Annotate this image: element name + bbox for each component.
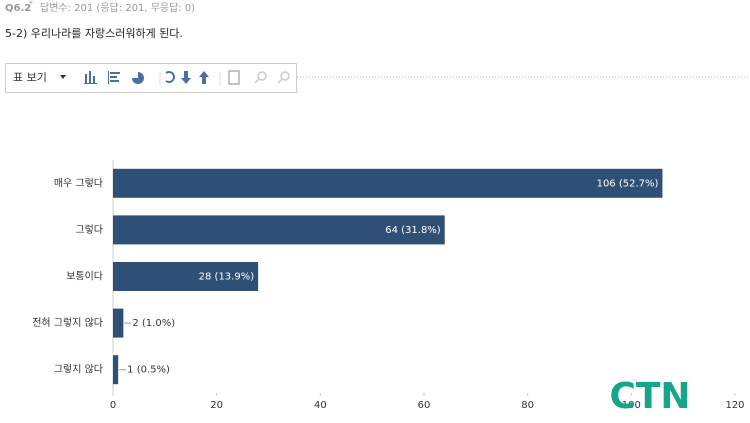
- x-tick-label: 100: [622, 400, 641, 411]
- x-tick-label: 60: [418, 400, 431, 411]
- y-tick-label: 전혀 그렇지 않다: [32, 316, 103, 329]
- x-tick-label: 120: [725, 400, 744, 411]
- y-tick-label: 그렇지 않다: [54, 363, 103, 376]
- value-label: 2 (1.0%): [132, 318, 175, 329]
- question-no: Q6.2: [5, 3, 31, 14]
- bar: [113, 308, 124, 338]
- value-label: 28 (13.9%): [199, 272, 255, 283]
- y-tick-label: 보통이다: [66, 271, 103, 283]
- x-tick-label: 40: [314, 400, 327, 411]
- zoom-icons[interactable]: [254, 71, 290, 84]
- x-tick-label: 80: [521, 400, 534, 411]
- value-label: 1 (0.5%): [127, 365, 170, 376]
- question: 5-2) 우리나라를 자랑스러워하게 된다.: [5, 26, 183, 40]
- view-table-button[interactable]: 표 보기: [13, 71, 47, 84]
- value-label: 106 (52.7%): [597, 178, 659, 189]
- bar: [113, 215, 445, 245]
- bar: [113, 262, 259, 291]
- value-label: 64 (31.8%): [385, 225, 441, 236]
- toolbar: [5, 63, 297, 93]
- y-tick-label: 그렇다: [75, 223, 103, 236]
- dropdown-arrow[interactable]: [60, 75, 66, 79]
- y-tick-label: 매우 그렇다: [54, 176, 103, 189]
- bar: [113, 168, 663, 198]
- watermark: CTN: [609, 376, 690, 417]
- plot: 0 20 40 60 80 100 120 매우 그렇다 106 (52.7%) 그렇다 64 (3…: [32, 168, 745, 411]
- bar: [113, 355, 119, 385]
- toolbar-icons[interactable]: [84, 70, 240, 85]
- x-tick-label: 20: [210, 400, 223, 411]
- answer-count: 답변수: 201 (응답: 201, 무응답: 0): [40, 2, 195, 14]
- required-mark: *: [29, 0, 33, 9]
- x-tick-label: 0: [110, 400, 116, 411]
